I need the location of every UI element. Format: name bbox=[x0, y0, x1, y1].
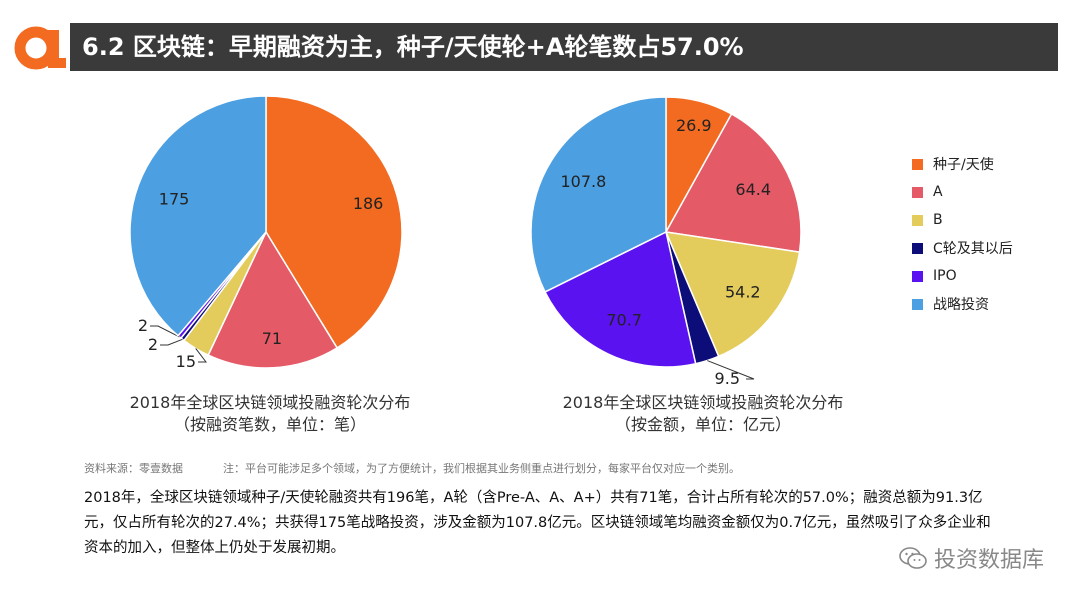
legend-label: C轮及其以后 bbox=[933, 241, 1013, 257]
data-label-a: 64.4 bbox=[735, 180, 771, 199]
legend-item-strategic: 战略投资 bbox=[912, 290, 1013, 318]
data-label-strategic: 107.8 bbox=[560, 172, 606, 191]
legend-label: 种子/天使 bbox=[933, 157, 994, 173]
leader-line-c bbox=[160, 338, 183, 346]
legend-swatch bbox=[912, 158, 923, 170]
chart-caption-left-line1: 2018年全球区块链领域投融资轮次分布 bbox=[129, 393, 411, 412]
source-note: 资料来源：零壹数据 注：平台可能涉足多个领域，为了方便统计，我们根据其业务侧重点进… bbox=[84, 460, 740, 476]
legend-label: B bbox=[933, 212, 943, 228]
leader-line-c bbox=[707, 360, 755, 380]
legend-swatch bbox=[912, 270, 923, 282]
chart-caption-right-line2: （按金额，单位：亿元） bbox=[614, 415, 791, 434]
chart-caption-right-line1: 2018年全球区块链领域投融资轮次分布 bbox=[562, 393, 844, 412]
source-text: 资料来源：零壹数据 bbox=[84, 462, 183, 475]
legend-item-c: C轮及其以后 bbox=[912, 234, 1013, 262]
leader-line-b bbox=[195, 348, 208, 363]
data-label-strategic: 175 bbox=[159, 189, 190, 208]
legend-label: A bbox=[933, 184, 943, 200]
data-label-c: 9.5 bbox=[715, 369, 740, 388]
data-label-ipo: 2 bbox=[138, 316, 148, 335]
pie-chart-by-count: 186 71 15 22 175 bbox=[129, 95, 403, 371]
data-label-b: 15 bbox=[176, 352, 196, 371]
legend-swatch bbox=[912, 186, 923, 198]
data-label-ipo: 70.7 bbox=[606, 311, 642, 330]
chart-caption-left: 2018年全球区块链领域投融资轮次分布 （按融资笔数，单位：笔） bbox=[100, 392, 440, 436]
note-text: 注：平台可能涉足多个领域，为了方便统计，我们根据其业务侧重点进行划分，每家平台仅… bbox=[223, 462, 740, 475]
pie-slice-b bbox=[664, 231, 801, 358]
data-label-b: 54.2 bbox=[725, 283, 761, 302]
pie-slice-strategic bbox=[129, 95, 267, 337]
legend-item-ipo: IPO bbox=[912, 262, 1013, 290]
page-title: 6.2 区块链：早期融资为主，种子/天使轮+A轮笔数占57.0% bbox=[82, 33, 744, 61]
legend-swatch bbox=[912, 298, 923, 310]
chart-legend: 种子/天使 A B C轮及其以后 IPO 战略投资 bbox=[912, 150, 1013, 318]
chart-caption-right: 2018年全球区块链领域投融资轮次分布 （按金额，单位：亿元） bbox=[533, 392, 873, 436]
chart-caption-left-line2: （按融资笔数，单位：笔） bbox=[173, 415, 366, 434]
summary-paragraph: 2018年，全球区块链领域种子/天使轮融资共有196笔，A轮（含Pre-A、A、… bbox=[84, 490, 991, 556]
watermark-text: 投资数据库 bbox=[933, 548, 1044, 573]
pie-chart-by-amount: 26.9 64.4 54.2 9.5 70.7 107.8 bbox=[530, 96, 802, 388]
pie-slice-strategic bbox=[530, 96, 667, 293]
legend-item-a: A bbox=[912, 178, 1013, 206]
legend-swatch bbox=[912, 214, 923, 226]
title-bar bbox=[70, 23, 1058, 71]
watermark: 投资数据库 bbox=[898, 542, 1044, 574]
pie-slice-a bbox=[664, 112, 802, 253]
legend-item-seed: 种子/天使 bbox=[912, 150, 1013, 178]
data-label-seed: 26.9 bbox=[676, 116, 712, 135]
brand-logo-icon bbox=[14, 26, 66, 70]
wechat-icon bbox=[899, 547, 927, 569]
leader-line-ipo bbox=[150, 325, 180, 338]
pie-slice-seed bbox=[265, 95, 403, 349]
legend-label: 战略投资 bbox=[933, 297, 989, 313]
pie-slice-ipo bbox=[544, 230, 697, 368]
data-label-c: 2 bbox=[148, 335, 158, 354]
legend-item-b: B bbox=[912, 206, 1013, 234]
data-label-seed: 186 bbox=[353, 194, 384, 213]
legend-swatch bbox=[912, 242, 923, 254]
pie-slice-a bbox=[207, 230, 339, 369]
legend-label: IPO bbox=[933, 268, 957, 284]
data-label-a: 71 bbox=[262, 329, 282, 348]
